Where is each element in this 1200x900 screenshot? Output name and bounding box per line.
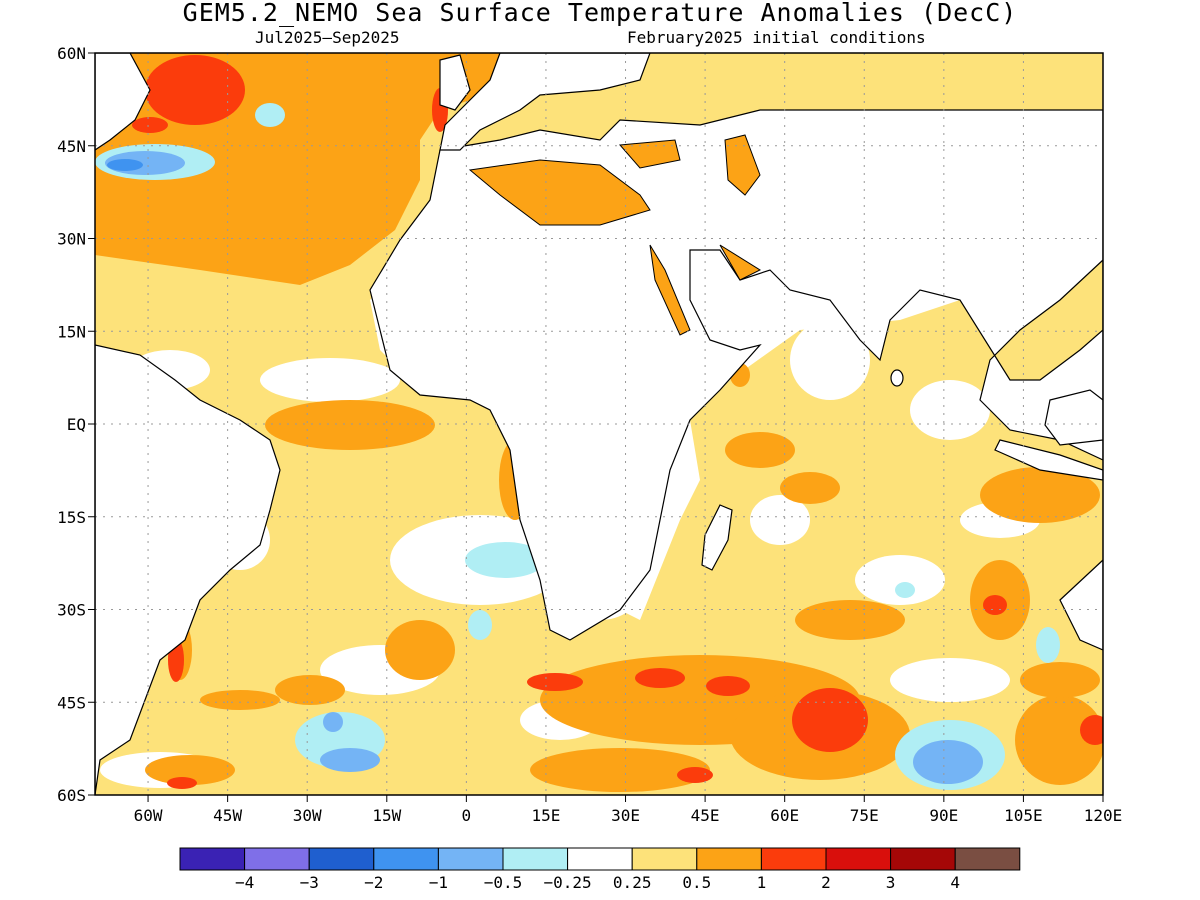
- colorbar-label: −0.5: [484, 873, 523, 892]
- lon-tick-label: 15W: [372, 806, 401, 825]
- colorbar-label: 0.25: [613, 873, 652, 892]
- lon-tick-label: 0: [462, 806, 472, 825]
- lon-tick-label: 120E: [1084, 806, 1123, 825]
- colorbar-swatch: [179, 847, 246, 871]
- lon-tick-label: 30W: [293, 806, 322, 825]
- lon-tick-label: 75E: [850, 806, 879, 825]
- colorbar-label: 1: [757, 873, 767, 892]
- lat-tick-label: 30S: [57, 601, 86, 620]
- lat-tick-label: EQ: [67, 415, 86, 434]
- lon-tick-label: 60E: [770, 806, 799, 825]
- lat-tick-label: 60S: [57, 786, 86, 805]
- lat-tick-label: 30N: [57, 230, 86, 249]
- colorbar-swatch: [954, 847, 1021, 871]
- lon-tick-label: 105E: [1004, 806, 1043, 825]
- colorbar-label: 0.5: [682, 873, 711, 892]
- colorbar-swatch: [760, 847, 827, 871]
- colorbar-swatch: [244, 847, 310, 871]
- anomaly-strong-cool: [107, 159, 143, 171]
- anomaly-moderate-cool: [105, 151, 983, 784]
- colorbar-swatch: [373, 847, 439, 871]
- land-masses: [95, 53, 1103, 795]
- colorbar-swatch: [696, 847, 762, 871]
- colorbar-swatch: [631, 847, 698, 871]
- colorbar-swatch: [825, 847, 892, 871]
- lat-tick-label: 15N: [57, 322, 86, 341]
- lon-tick-label: 45E: [691, 806, 720, 825]
- map-title: GEM5.2_NEMO Sea Surface Temperature Anom…: [182, 0, 1018, 27]
- gridlines: [95, 53, 1103, 795]
- colorbar-label: −2: [364, 873, 383, 892]
- colorbar: −4 −3 −2 −1 −0.5 −0.25 0.25 0.5 1 2 3 4: [179, 847, 1021, 892]
- lat-tick-label: 45N: [57, 137, 86, 156]
- colorbar-swatch: [567, 847, 633, 871]
- lat-tick-label: 45S: [57, 693, 86, 712]
- colorbar-swatch: [437, 847, 504, 871]
- colorbar-swatch: [502, 847, 569, 871]
- initial-conditions: February2025 initial conditions: [627, 28, 926, 47]
- inland-seas: [468, 134, 762, 336]
- lon-tick-label: 30E: [611, 806, 640, 825]
- colorbar-label: −0.25: [544, 873, 592, 892]
- lat-tick-label: 15S: [57, 508, 86, 527]
- colorbar-label: 4: [950, 873, 960, 892]
- lon-tick-label: 90E: [929, 806, 958, 825]
- lon-tick-label: 45W: [213, 806, 242, 825]
- colorbar-label: −3: [300, 873, 319, 892]
- colorbar-swatch: [890, 847, 956, 871]
- colorbar-label: −4: [235, 873, 254, 892]
- longitude-ticks: 60W 45W 30W 15W 0 15E 30E 45E 60E 75E 90E 105E 120E: [134, 795, 1123, 825]
- latitude-ticks: 60N 45N 30N 15N EQ 15S 30S 45S 60S: [57, 44, 95, 805]
- colorbar-swatch: [308, 847, 375, 871]
- lat-tick-label: 60N: [57, 44, 86, 63]
- colorbar-label: 3: [886, 873, 896, 892]
- forecast-period: Jul2025–Sep2025: [255, 28, 400, 47]
- lon-tick-label: 15E: [531, 806, 560, 825]
- lon-tick-label: 60W: [134, 806, 163, 825]
- anomaly-field: [95, 53, 1103, 795]
- colorbar-label: 2: [821, 873, 831, 892]
- colorbar-label: −1: [429, 873, 448, 892]
